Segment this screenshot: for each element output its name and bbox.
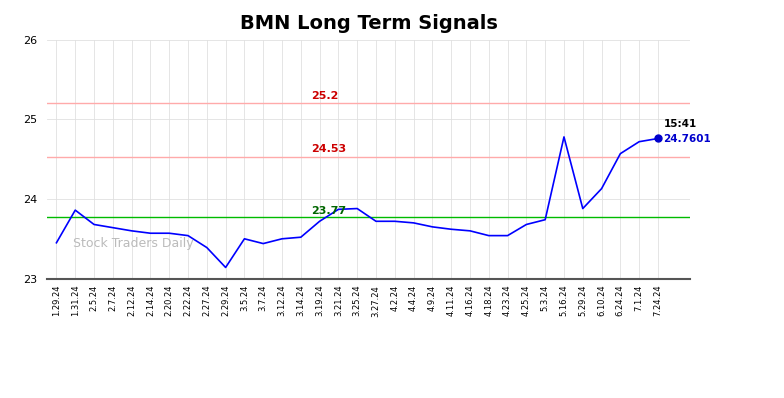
Title: BMN Long Term Signals: BMN Long Term Signals: [240, 14, 497, 33]
Text: 24.7601: 24.7601: [663, 135, 711, 144]
Text: 24.53: 24.53: [310, 144, 346, 154]
Text: 23.77: 23.77: [310, 206, 346, 216]
Text: Stock Traders Daily: Stock Traders Daily: [73, 237, 194, 250]
Text: 15:41: 15:41: [663, 119, 697, 129]
Text: 25.2: 25.2: [310, 91, 338, 101]
